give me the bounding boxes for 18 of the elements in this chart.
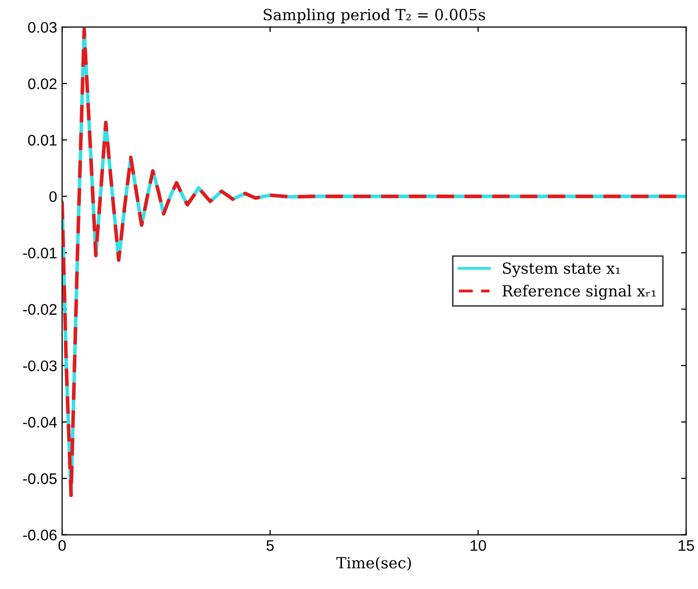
x-axis-title: Time(sec) (336, 556, 411, 571)
x-tick-label: 15 (678, 540, 694, 551)
y-tick-label: -0.01 (23, 248, 57, 258)
y-tick-label: 0 (49, 191, 57, 202)
y-tick-label: 0.01 (28, 134, 57, 146)
y-tick-label: -0.04 (23, 416, 57, 428)
y-tick-label: -0.06 (23, 530, 57, 540)
x-tick-label: 10 (470, 540, 486, 551)
y-tick-label: 0.03 (28, 22, 57, 33)
chart-title: Sampling period T₂ = 0.005s (264, 8, 486, 24)
x-tick-label: 0 (58, 540, 66, 551)
y-tick-label: -0.02 (23, 304, 56, 315)
x-tick-label: 5 (266, 540, 274, 551)
legend-label: System state x₁ (502, 262, 620, 278)
y-tick-label: -0.05 (23, 473, 57, 484)
y-tick-label: -0.03 (23, 360, 57, 372)
legend-label: Reference signal xᵣ₁ (502, 284, 656, 300)
y-tick-label: 0.02 (28, 78, 56, 90)
